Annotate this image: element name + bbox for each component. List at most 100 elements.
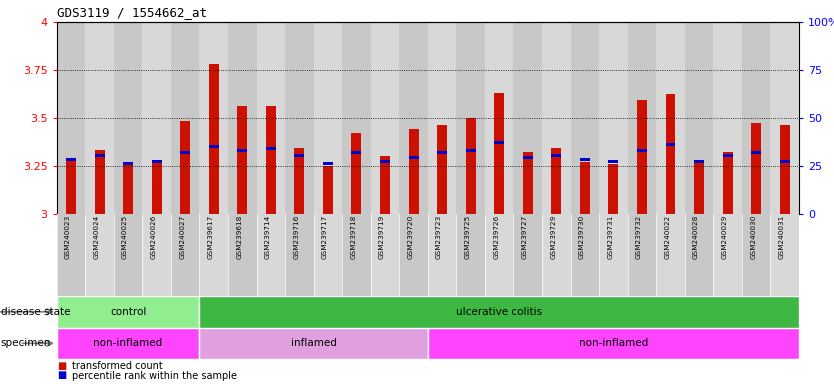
Bar <box>314 22 342 214</box>
Bar <box>399 214 428 296</box>
Bar <box>495 141 505 144</box>
Bar <box>465 118 475 214</box>
Bar <box>722 154 732 157</box>
Bar <box>152 160 162 163</box>
Bar <box>409 156 419 159</box>
Bar <box>599 22 628 214</box>
Bar <box>94 150 104 214</box>
Bar <box>266 106 276 214</box>
Bar <box>694 160 704 163</box>
Text: GSM239730: GSM239730 <box>579 215 585 260</box>
Bar <box>208 145 219 148</box>
Bar <box>780 125 790 214</box>
Bar <box>152 162 162 214</box>
Bar <box>314 214 342 296</box>
Text: GSM240031: GSM240031 <box>779 215 785 260</box>
Bar <box>342 214 371 296</box>
Bar <box>123 162 133 214</box>
Bar <box>580 158 590 161</box>
Bar <box>514 22 542 214</box>
Text: ulcerative colitis: ulcerative colitis <box>456 307 542 317</box>
Bar <box>257 22 285 214</box>
Bar <box>113 214 143 296</box>
Bar <box>599 214 628 296</box>
Text: GSM239717: GSM239717 <box>322 215 328 260</box>
Bar <box>57 296 199 328</box>
Bar <box>113 22 143 214</box>
Bar <box>656 214 685 296</box>
Bar <box>580 162 590 214</box>
Bar <box>180 151 190 154</box>
Bar <box>780 160 790 163</box>
Bar <box>485 22 514 214</box>
Text: inflamed: inflamed <box>291 338 337 348</box>
Bar <box>637 100 647 214</box>
Bar <box>437 151 447 154</box>
Bar <box>57 214 85 296</box>
Text: GSM239729: GSM239729 <box>550 215 556 260</box>
Bar <box>465 149 475 152</box>
Bar <box>199 22 228 214</box>
Text: GSM240030: GSM240030 <box>750 215 756 260</box>
Text: non-inflamed: non-inflamed <box>93 338 163 348</box>
Bar <box>208 64 219 214</box>
Text: GSM239719: GSM239719 <box>379 215 385 260</box>
Bar <box>609 164 618 214</box>
Bar <box>523 152 533 214</box>
Text: specimen: specimen <box>1 338 51 348</box>
Bar <box>228 22 257 214</box>
Bar <box>323 162 333 165</box>
Bar <box>238 149 247 152</box>
Bar <box>380 156 390 214</box>
Text: ■: ■ <box>57 370 66 380</box>
Bar <box>485 214 514 296</box>
Text: GSM239727: GSM239727 <box>522 215 528 260</box>
Bar <box>409 129 419 214</box>
Bar <box>514 214 542 296</box>
Bar <box>371 214 399 296</box>
Bar <box>751 123 761 214</box>
Bar <box>266 147 276 150</box>
Text: GSM239716: GSM239716 <box>294 215 299 260</box>
Bar <box>351 133 361 214</box>
Bar <box>456 214 485 296</box>
Bar <box>656 22 685 214</box>
Bar <box>428 328 799 359</box>
Bar <box>199 328 428 359</box>
Text: transformed count: transformed count <box>72 361 163 371</box>
Text: GSM239618: GSM239618 <box>236 215 242 260</box>
Bar <box>713 22 742 214</box>
Bar <box>180 121 190 214</box>
Bar <box>57 328 199 359</box>
Text: GSM240022: GSM240022 <box>665 215 671 260</box>
Bar <box>399 22 428 214</box>
Bar <box>495 93 505 214</box>
Text: non-inflamed: non-inflamed <box>579 338 648 348</box>
Bar <box>428 22 456 214</box>
Bar <box>294 154 304 157</box>
Bar <box>94 154 104 157</box>
Text: GSM240027: GSM240027 <box>179 215 185 260</box>
Bar <box>171 214 199 296</box>
Bar <box>666 143 676 146</box>
Text: GSM239726: GSM239726 <box>493 215 500 260</box>
Bar <box>628 22 656 214</box>
Bar <box>713 214 742 296</box>
Text: GSM240025: GSM240025 <box>122 215 128 260</box>
Bar <box>371 22 399 214</box>
Bar <box>542 214 570 296</box>
Bar <box>342 22 371 214</box>
Bar <box>570 214 599 296</box>
Bar <box>685 22 713 214</box>
Bar <box>294 148 304 214</box>
Bar <box>257 214 285 296</box>
Bar <box>771 214 799 296</box>
Text: disease state: disease state <box>1 307 70 317</box>
Bar <box>199 214 228 296</box>
Text: GSM239731: GSM239731 <box>607 215 614 260</box>
Bar <box>742 22 771 214</box>
Bar <box>542 22 570 214</box>
Text: GSM239617: GSM239617 <box>208 215 214 260</box>
Text: GSM239718: GSM239718 <box>350 215 356 260</box>
Bar <box>285 22 314 214</box>
